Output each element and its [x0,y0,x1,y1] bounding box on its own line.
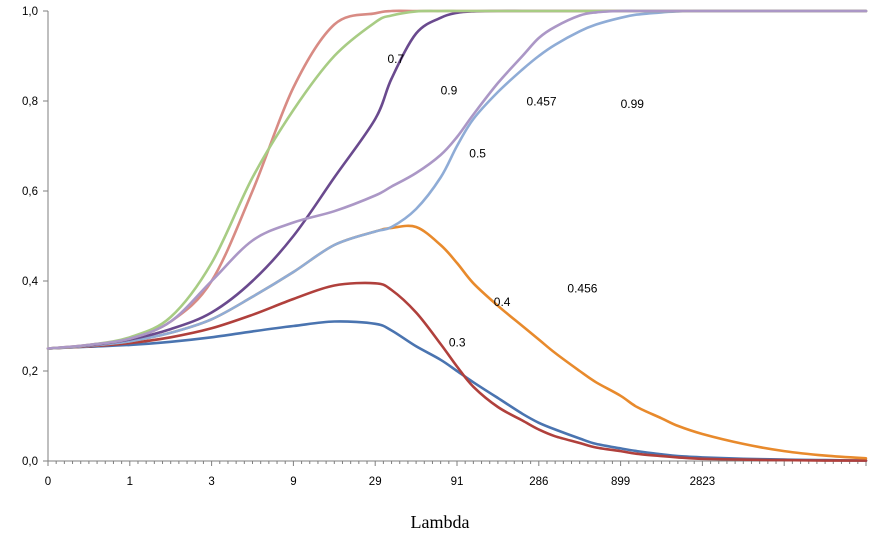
x-tick-label: 899 [611,476,630,488]
series-label-0_9: 0.9 [441,83,458,97]
series-line-0_99 [46,9,868,350]
series-line-0_4 [46,281,868,462]
y-tick-label: 0,2 [22,366,38,378]
x-tick-label: 3 [208,476,214,488]
y-tick-label: 0,4 [22,276,39,288]
series-label-0_99: 0.99 [621,97,645,111]
x-tick-label: 91 [451,476,464,488]
x-tick-label: 9 [290,476,296,488]
series-label-0_3: 0.3 [449,335,466,349]
series-label-0_4: 0.4 [494,295,511,309]
y-tick-label: 1,0 [22,6,38,18]
x-tick-label: 286 [529,476,548,488]
x-tick-label: 1 [127,476,133,488]
x-axis-title: Lambda [411,512,470,532]
series-label-0_7: 0.7 [387,52,404,66]
series-line-0_5 [46,9,868,350]
y-axis-ticks: 0,0 0,2 0,4 0,6 0,8 1,0 [22,6,48,468]
series-labels: 0.3 0.4 0.456 0.457 0.5 0.7 0.9 0.99 [387,52,644,350]
series-line-0_9 [46,9,868,350]
series-label-0_457: 0.457 [527,95,557,109]
series-line-0_457 [46,9,868,350]
x-axis-ticks: 0 1 3 9 29 91 286 899 2823 [45,461,867,488]
series-line-0_7 [46,9,868,350]
series-label-0_5: 0.5 [469,146,486,160]
y-tick-label: 0,0 [22,456,38,468]
x-tick-label: 2823 [690,476,716,488]
x-tick-label: 29 [369,476,382,488]
series-label-0_456: 0.456 [567,281,597,295]
y-tick-label: 0,8 [22,96,38,108]
y-tick-label: 0,6 [22,186,38,198]
series-lines [46,9,868,462]
x-tick-label: 0 [45,476,51,488]
